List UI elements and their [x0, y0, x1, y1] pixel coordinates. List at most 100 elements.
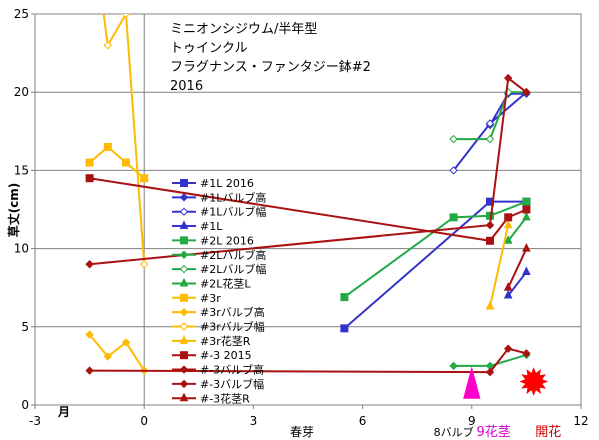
- legend-label: #1Lバルブ高: [200, 190, 266, 204]
- data-point: [485, 220, 495, 230]
- legend-item: #-3 2015: [172, 349, 252, 362]
- data-point: [449, 213, 458, 222]
- legend-label: #3r花茎R: [200, 335, 251, 348]
- data-point: [121, 14, 131, 19]
- series--3-: [85, 344, 531, 377]
- series--3r-: [102, 14, 149, 269]
- series-line: [489, 224, 510, 307]
- data-point: [103, 352, 113, 361]
- data-point: [503, 219, 513, 229]
- data-point: [486, 236, 494, 245]
- data-point: [179, 365, 189, 374]
- series-line: [88, 145, 145, 179]
- legend-label: #2Lバルブ高: [200, 248, 266, 262]
- data-point: [85, 174, 94, 183]
- data-point: [485, 119, 495, 128]
- legend-item: #3r: [172, 292, 221, 305]
- chart-title-line: ミニオンシジウム/半年型: [170, 22, 317, 37]
- legend-label: #3rバルブ高: [200, 305, 265, 319]
- data-point: [449, 166, 458, 175]
- data-point: [179, 335, 189, 344]
- series-line: [89, 177, 527, 242]
- y-tick-label: 0: [21, 398, 29, 412]
- annotation-label: 開花: [535, 424, 561, 440]
- series-line: [102, 14, 146, 265]
- series--3r-r: [485, 219, 513, 310]
- data-point: [522, 242, 531, 252]
- legend-label: #3r: [200, 292, 221, 305]
- data-point: [179, 220, 189, 230]
- series-line: [453, 91, 527, 141]
- legend-label: #2L 2016: [200, 234, 254, 247]
- series--3r-: [85, 330, 149, 375]
- series--2l-2016: [340, 197, 531, 302]
- series-layer: [85, 14, 531, 377]
- data-point: [503, 289, 513, 299]
- data-point: [121, 338, 131, 347]
- annotation-label: 8バルブ: [434, 425, 474, 439]
- legend-item: #-3花茎R: [172, 392, 250, 405]
- data-point: [522, 87, 531, 97]
- legend-item: #2Lバルブ高: [172, 248, 266, 262]
- legend-item: #-3バルブ高: [172, 363, 264, 377]
- y-tick-label: 10: [14, 242, 29, 256]
- y-axis-label: 草丈(cm): [6, 183, 21, 238]
- legend: #1L 2016#1Lバルブ高#1Lバルブ幅#1L#2L 2016#2Lバルブ高…: [172, 177, 266, 405]
- legend-item: #1L 2016: [172, 177, 254, 190]
- data-point: [85, 366, 94, 375]
- data-point: [522, 266, 531, 276]
- data-point: [179, 207, 189, 216]
- data-point: [85, 260, 94, 269]
- legend-item: #1Lバルブ高: [172, 190, 266, 204]
- chart-title-line: トゥインクル: [170, 41, 248, 56]
- series--3r: [85, 142, 149, 183]
- data-point: [179, 392, 189, 402]
- legend-item: #3rバルブ高: [172, 305, 265, 319]
- legend-item: #2Lバルブ幅: [172, 262, 266, 276]
- chart-title-line: フラグナンス・ファンタジー鉢#2: [170, 60, 371, 75]
- series-line: [88, 333, 146, 372]
- y-tick-label: 5: [21, 320, 29, 334]
- data-point: [180, 351, 188, 360]
- data-point: [180, 236, 188, 245]
- data-point: [340, 324, 349, 333]
- data-point: [122, 158, 130, 167]
- data-point: [179, 307, 189, 317]
- series-line: [507, 216, 528, 242]
- data-point: [179, 193, 189, 202]
- data-point: [503, 282, 513, 291]
- data-point: [503, 344, 513, 353]
- data-point: [179, 250, 189, 259]
- x-tick-label: 9: [468, 414, 476, 428]
- legend-label: #2L花茎L: [200, 277, 251, 290]
- series-line: [343, 200, 527, 298]
- annotation-label: 9花茎: [476, 424, 510, 440]
- data-point: [85, 330, 94, 339]
- y-tick-label: 20: [14, 85, 29, 99]
- series--3-2015: [85, 174, 531, 245]
- data-point: [179, 277, 189, 287]
- x-tick-label: 0: [140, 414, 148, 428]
- chart-title-line: 2016: [170, 79, 203, 94]
- legend-label: #-3バルブ高: [200, 363, 264, 377]
- data-point: [522, 211, 531, 221]
- data-point: [139, 260, 149, 269]
- legend-label: #1Lバルブ幅: [200, 205, 266, 219]
- legend-label: #-3バルブ幅: [200, 377, 264, 391]
- series-line: [89, 347, 527, 374]
- data-point: [179, 379, 189, 389]
- data-point: [485, 300, 495, 310]
- legend-label: #3rバルブ幅: [200, 320, 265, 334]
- legend-label: #1L: [200, 220, 223, 233]
- data-point: [180, 293, 188, 302]
- legend-item: #2L 2016: [172, 234, 254, 247]
- data-point: [485, 134, 495, 144]
- series--2l-: [449, 350, 531, 371]
- series--2l-l: [503, 211, 531, 244]
- series-line: [89, 76, 528, 266]
- data-point: [504, 213, 513, 222]
- x-axis-month-label: 月: [57, 405, 70, 419]
- data-point: [340, 293, 349, 302]
